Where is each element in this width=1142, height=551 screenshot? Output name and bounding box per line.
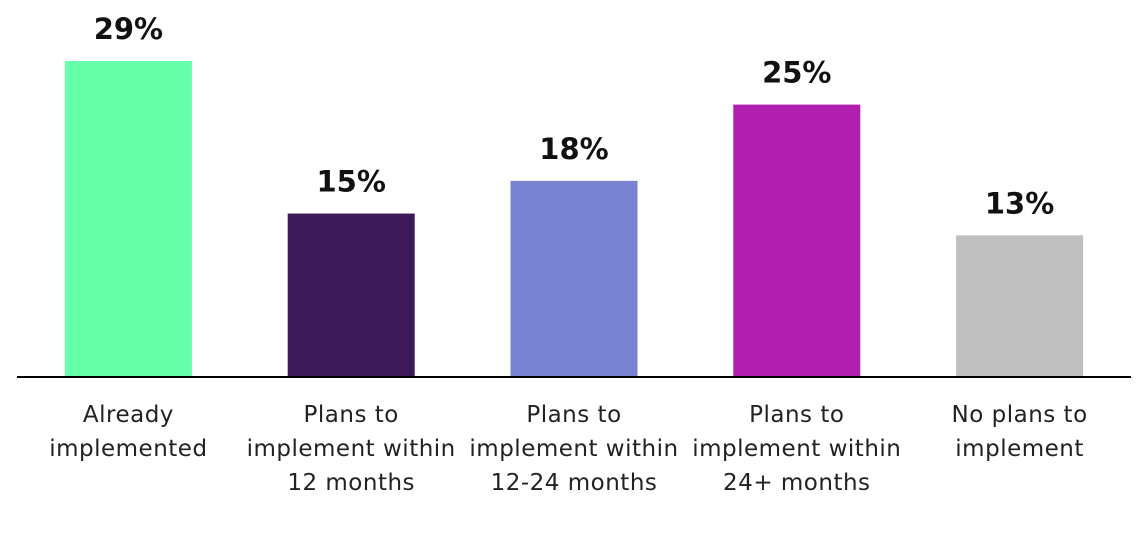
- x-label-box: Plans to implement within 12-24 months: [469, 402, 679, 496]
- x-label-box: Plans to implement within 12 months: [246, 402, 456, 496]
- bar: [510, 180, 638, 377]
- value-label: 25%: [762, 56, 831, 90]
- x-tick-label: Already implemented: [49, 402, 208, 462]
- value-label: 15%: [316, 165, 385, 199]
- bar: [64, 61, 192, 377]
- bar: [733, 104, 861, 377]
- x-tick-label: Plans to implement within 24+ months: [692, 402, 902, 496]
- x-label-box: Already implemented: [49, 402, 208, 462]
- x-label-box: No plans to implement: [951, 402, 1088, 462]
- bar: [956, 235, 1084, 377]
- value-label: 29%: [94, 12, 163, 46]
- bar: [287, 213, 415, 377]
- x-tick-label: Plans to implement within 12-24 months: [469, 402, 679, 496]
- x-tick-label: No plans to implement: [951, 402, 1088, 462]
- value-label: 13%: [985, 186, 1054, 220]
- value-label: 18%: [539, 132, 608, 166]
- x-label-box: Plans to implement within 24+ months: [692, 402, 902, 496]
- x-tick-label: Plans to implement within 12 months: [246, 402, 456, 496]
